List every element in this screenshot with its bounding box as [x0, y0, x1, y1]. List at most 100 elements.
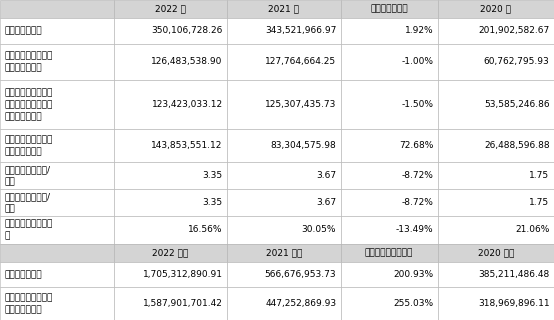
Text: 255.03%: 255.03%	[393, 299, 433, 308]
Bar	[0, 287, 114, 320]
Text: 123,423,033.12: 123,423,033.12	[152, 100, 223, 109]
Text: 3.35: 3.35	[203, 171, 223, 180]
Bar	[227, 162, 341, 189]
Text: -1.50%: -1.50%	[401, 100, 433, 109]
Text: 143,853,551.12: 143,853,551.12	[151, 141, 223, 150]
Text: 318,969,896.11: 318,969,896.11	[478, 299, 550, 308]
Bar	[114, 287, 227, 320]
Bar	[114, 262, 227, 287]
Text: 126,483,538.90: 126,483,538.90	[151, 57, 223, 66]
Bar	[0, 262, 114, 287]
Text: 3.35: 3.35	[203, 198, 223, 207]
Text: 基本每股收益（元/
股）: 基本每股收益（元/ 股）	[4, 165, 50, 186]
Bar	[114, 189, 227, 216]
Bar	[341, 287, 438, 320]
Bar	[438, 129, 554, 162]
Bar	[227, 287, 341, 320]
Bar	[227, 216, 341, 244]
Bar	[227, 244, 341, 262]
Text: 16.56%: 16.56%	[188, 226, 223, 235]
Bar	[438, 262, 554, 287]
Text: 1,705,312,890.91: 1,705,312,890.91	[143, 270, 223, 279]
Text: 26,488,596.88: 26,488,596.88	[484, 141, 550, 150]
Bar	[341, 244, 438, 262]
Bar	[227, 0, 341, 18]
Bar	[341, 189, 438, 216]
Text: -8.72%: -8.72%	[401, 198, 433, 207]
Bar	[114, 216, 227, 244]
Bar	[0, 244, 114, 262]
Bar	[114, 162, 227, 189]
Bar	[227, 18, 341, 44]
Text: 447,252,869.93: 447,252,869.93	[265, 299, 336, 308]
Bar	[114, 44, 227, 80]
Text: 本年比上年增减: 本年比上年增减	[371, 4, 408, 13]
Bar	[0, 129, 114, 162]
Bar	[438, 18, 554, 44]
Text: 2021 年末: 2021 年末	[266, 248, 302, 257]
Bar	[438, 189, 554, 216]
Text: 127,764,664.25: 127,764,664.25	[265, 57, 336, 66]
Text: -13.49%: -13.49%	[396, 226, 433, 235]
Bar	[341, 262, 438, 287]
Bar	[0, 80, 114, 129]
Text: 83,304,575.98: 83,304,575.98	[270, 141, 336, 150]
Text: 本年末比上年末增减: 本年末比上年末增减	[365, 248, 413, 257]
Bar	[114, 244, 227, 262]
Bar	[341, 162, 438, 189]
Text: 稀释每股收益（元/
股）: 稀释每股收益（元/ 股）	[4, 192, 50, 213]
Text: 385,211,486.48: 385,211,486.48	[478, 270, 550, 279]
Bar	[114, 18, 227, 44]
Bar	[341, 129, 438, 162]
Bar	[227, 189, 341, 216]
Text: 53,585,246.86: 53,585,246.86	[484, 100, 550, 109]
Text: 归属于上市公司股东
的扣除非经常性损益
的净利润（元）: 归属于上市公司股东 的扣除非经常性损益 的净利润（元）	[4, 88, 53, 121]
Text: 125,307,435.73: 125,307,435.73	[265, 100, 336, 109]
Bar	[0, 18, 114, 44]
Text: 60,762,795.93: 60,762,795.93	[484, 57, 550, 66]
Bar	[227, 262, 341, 287]
Bar	[438, 0, 554, 18]
Bar	[438, 44, 554, 80]
Bar	[341, 216, 438, 244]
Bar	[341, 18, 438, 44]
Bar	[227, 44, 341, 80]
Bar	[227, 80, 341, 129]
Text: 归属于上市公司股东
的净利润（元）: 归属于上市公司股东 的净利润（元）	[4, 52, 53, 72]
Bar	[438, 287, 554, 320]
Text: 2020 年: 2020 年	[480, 4, 511, 13]
Text: -1.00%: -1.00%	[401, 57, 433, 66]
Text: 2022 年末: 2022 年末	[152, 248, 188, 257]
Text: 2021 年: 2021 年	[269, 4, 299, 13]
Text: 3.67: 3.67	[316, 198, 336, 207]
Bar	[0, 189, 114, 216]
Text: 30.05%: 30.05%	[302, 226, 336, 235]
Bar	[341, 44, 438, 80]
Bar	[0, 216, 114, 244]
Text: 1.75: 1.75	[530, 198, 550, 207]
Text: 2020 年末: 2020 年末	[478, 248, 514, 257]
Text: 200.93%: 200.93%	[393, 270, 433, 279]
Bar	[114, 129, 227, 162]
Text: 72.68%: 72.68%	[399, 141, 433, 150]
Text: 201,902,582.67: 201,902,582.67	[478, 27, 550, 36]
Bar	[438, 162, 554, 189]
Bar	[341, 0, 438, 18]
Bar	[227, 129, 341, 162]
Bar	[0, 162, 114, 189]
Text: 营业收入（元）: 营业收入（元）	[4, 27, 42, 36]
Text: -8.72%: -8.72%	[401, 171, 433, 180]
Bar	[0, 0, 114, 18]
Text: 加权平均净资产收益
率: 加权平均净资产收益 率	[4, 220, 53, 240]
Text: 资产总额（元）: 资产总额（元）	[4, 270, 42, 279]
Bar	[341, 80, 438, 129]
Text: 归属于上市公司股东
的净资产（元）: 归属于上市公司股东 的净资产（元）	[4, 293, 53, 314]
Text: 343,521,966.97: 343,521,966.97	[265, 27, 336, 36]
Text: 566,676,953.73: 566,676,953.73	[265, 270, 336, 279]
Text: 21.06%: 21.06%	[515, 226, 550, 235]
Bar	[438, 216, 554, 244]
Text: 1.75: 1.75	[530, 171, 550, 180]
Text: 经营活动产生的现金
流量净额（元）: 经营活动产生的现金 流量净额（元）	[4, 135, 53, 156]
Text: 3.67: 3.67	[316, 171, 336, 180]
Bar	[114, 0, 227, 18]
